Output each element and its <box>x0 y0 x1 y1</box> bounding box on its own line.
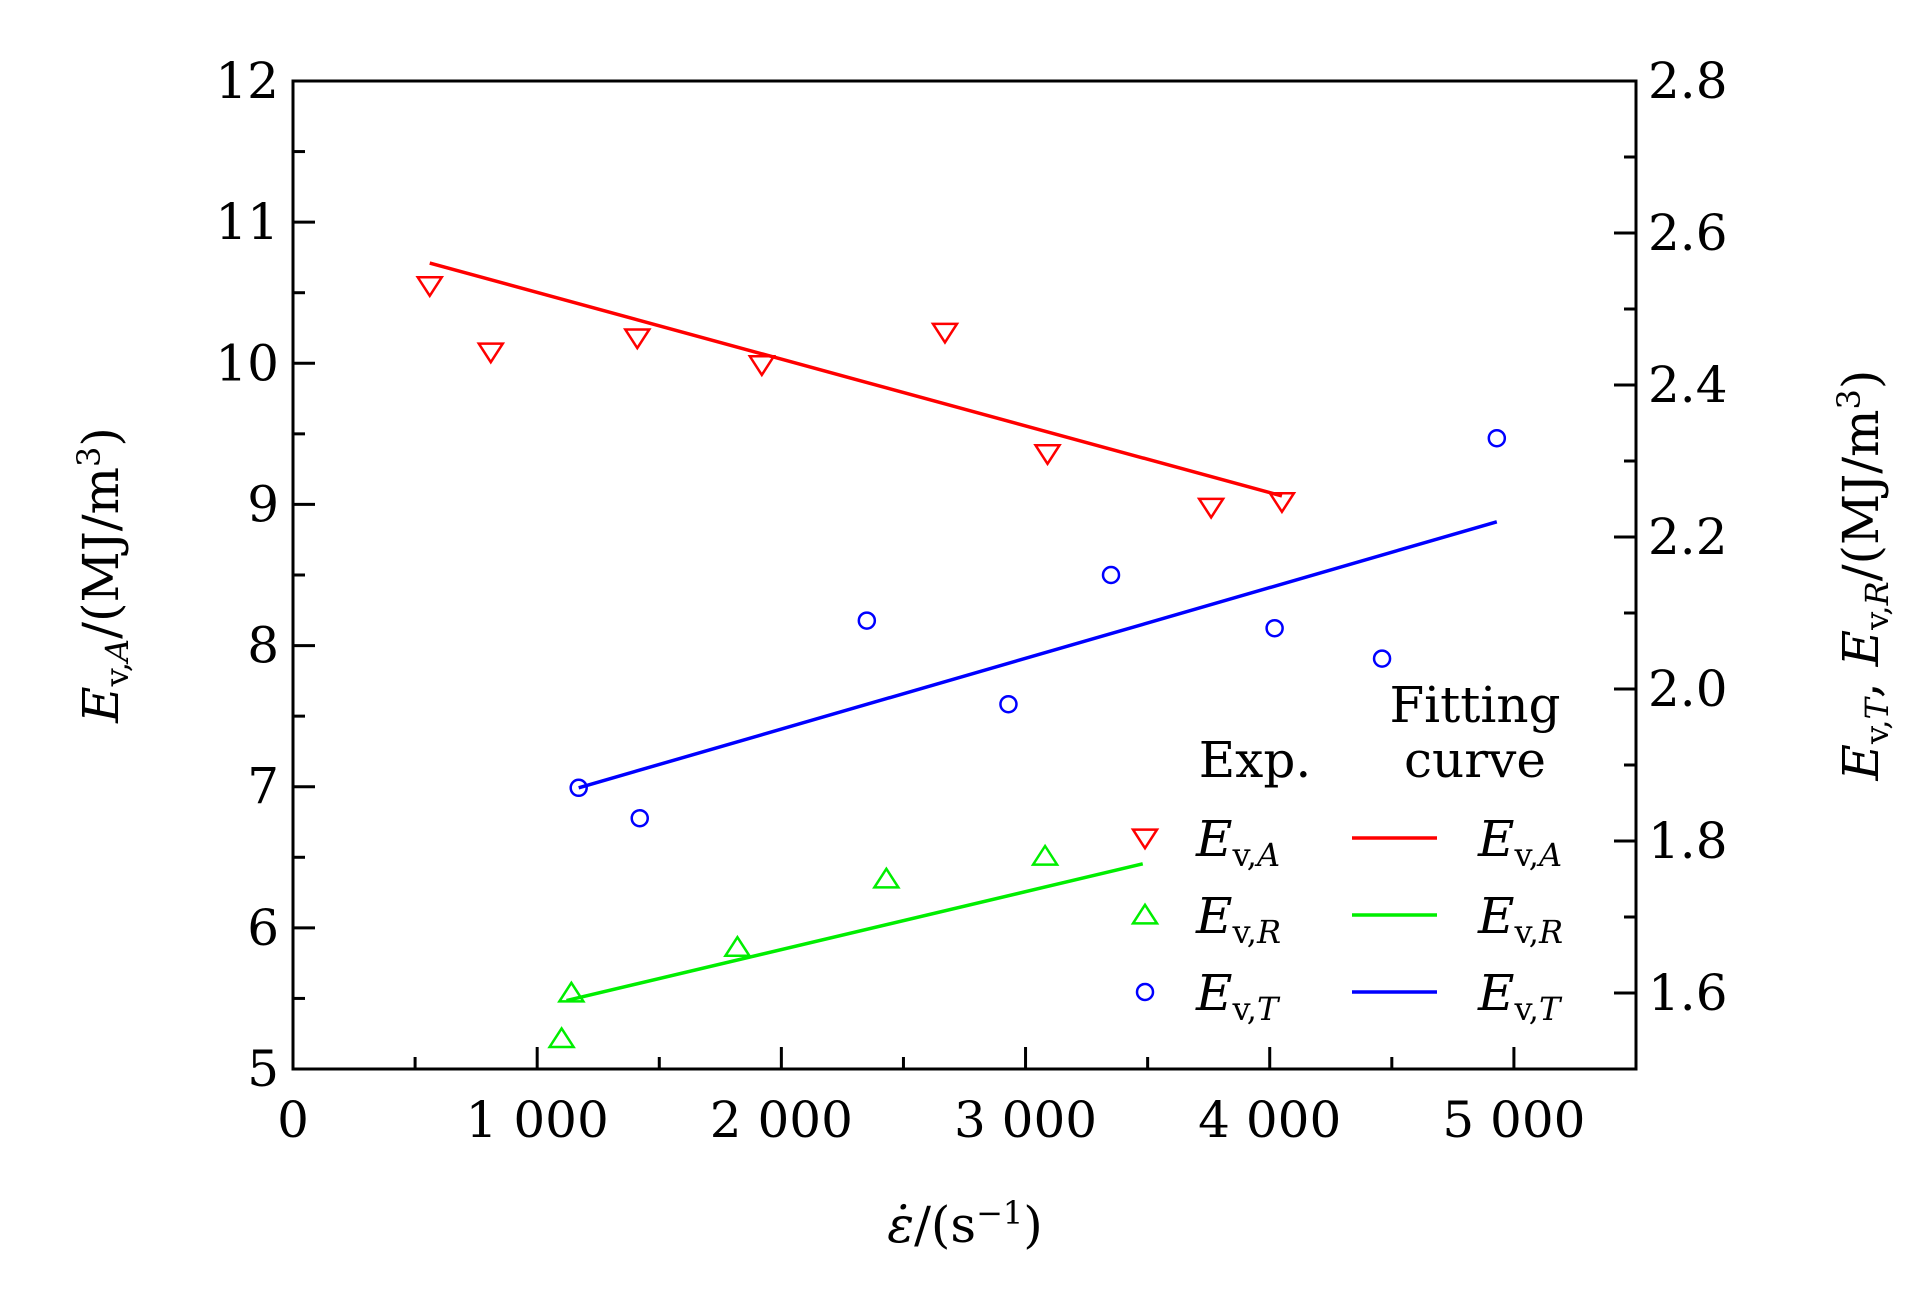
y-left-tick-label: 5 <box>247 1040 279 1098</box>
y-left-tick-label: 7 <box>247 758 279 816</box>
legend-header-fit-line1: Fitting <box>1389 676 1560 734</box>
legend-header-exp: Exp. <box>1199 731 1312 789</box>
y-right-axis-title: Ev,T, Ev,R/(MJ/m3) <box>1830 370 1896 782</box>
y-left-tick-label: 12 <box>215 52 279 110</box>
fit-line-T <box>578 520 1498 790</box>
legend-fit-label-T: Ev,T <box>1477 964 1563 1028</box>
y-left-axis-ticks: 5 6 7 8 9 10 11 12 <box>215 52 315 1098</box>
data-point-A <box>476 342 506 365</box>
y-right-sub2: v, <box>1858 605 1896 630</box>
data-point-T <box>1487 428 1507 448</box>
x-axis-unit-prefix: /(s <box>914 1196 976 1254</box>
y-right-sub1-it: T <box>1858 695 1896 719</box>
y-right-tick-label: 2.8 <box>1648 52 1728 110</box>
data-point-R <box>723 934 752 958</box>
y-right-sep: , <box>1832 666 1890 698</box>
y-left-tick-label: 10 <box>215 334 279 392</box>
y-right-tick-label: 1.8 <box>1648 812 1728 870</box>
y-right-sup: 3 <box>1830 389 1868 409</box>
y-left-sub: v, <box>98 662 136 687</box>
y-right-sub1: v, <box>1858 719 1896 744</box>
legend-marker-A <box>1130 828 1160 851</box>
x-axis-unit-sup: −1 <box>976 1194 1023 1232</box>
y-left-tick-label: 6 <box>247 899 279 957</box>
data-point-T <box>1372 649 1392 668</box>
legend-rows: Ev,A Ev,A Ev,R Ev,R Ev,T Ev,T <box>1130 810 1563 1028</box>
y-right-tick-label: 1.6 <box>1648 964 1728 1022</box>
x-axis-symbol: ε̇ <box>887 1196 914 1254</box>
x-tick-label: 4 000 <box>1198 1091 1341 1149</box>
fit-line-R <box>566 862 1144 1003</box>
x-tick-label: 3 000 <box>954 1091 1097 1149</box>
data-point-R <box>1030 843 1060 866</box>
data-point-T <box>999 694 1018 714</box>
y-right-sub2-it: R <box>1858 581 1896 606</box>
x-tick-label: 2 000 <box>710 1091 853 1149</box>
y-left-tick-label: 9 <box>247 475 279 533</box>
x-axis-unit-suffix: ) <box>1023 1196 1043 1254</box>
y-left-tick-label: 8 <box>247 617 279 675</box>
data-point-T <box>630 808 649 828</box>
data-point-A <box>1033 443 1062 467</box>
data-point-T <box>857 611 877 630</box>
data-point-R <box>872 866 901 889</box>
x-tick-label: 0 <box>277 1091 309 1149</box>
x-axis-title: ε̇/(s−1) <box>887 1194 1043 1254</box>
data-point-A <box>415 276 445 299</box>
data-point-A <box>1196 497 1226 520</box>
legend-exp-label-R: Ev,R <box>1195 887 1281 951</box>
y-left-sub-it: A <box>98 639 136 665</box>
y-right-tick-label: 2.0 <box>1648 660 1728 718</box>
data-point-T <box>1265 618 1284 638</box>
plot-frame <box>291 79 1638 1071</box>
data-points <box>415 276 1507 1049</box>
x-tick-label: 5 000 <box>1442 1091 1585 1149</box>
legend-header-fit-line2: curve <box>1404 731 1546 789</box>
y-left-unit: /(MJ/m <box>72 467 130 639</box>
y-right-close: ) <box>1832 370 1890 390</box>
y-right-E2: E <box>1832 630 1890 668</box>
fit-lines <box>429 261 1498 1003</box>
data-point-A <box>623 328 652 351</box>
y-left-E: E <box>72 686 130 724</box>
legend-fit-label-R: Ev,R <box>1477 887 1563 951</box>
data-point-R <box>547 1026 576 1049</box>
fit-line-A <box>429 261 1283 498</box>
legend: Exp. Fitting curve Ev,A Ev,AEv,R Ev,REv,T E… <box>1130 676 1563 1028</box>
legend-marker-R <box>1130 902 1160 925</box>
y-left-tick-label: 11 <box>215 193 279 251</box>
data-point-T <box>569 778 588 798</box>
y-right-axis-ticks: 1.6 1.8 2.0 2.2 2.4 2.6 2.8 <box>1614 52 1728 1071</box>
legend-exp-label-T: Ev,T <box>1195 964 1281 1028</box>
y-right-unit: /(MJ/m <box>1832 409 1890 581</box>
y-right-E1: E <box>1832 744 1890 782</box>
legend-exp-label-A: Ev,A <box>1195 810 1280 874</box>
x-axis-ticks: 0 1 000 2 000 3 000 4 000 5 000 <box>277 1047 1585 1149</box>
data-point-A <box>930 322 960 345</box>
y-left-axis-title: Ev,A/(MJ/m3) <box>70 427 136 724</box>
data-point-T <box>1101 565 1121 585</box>
y-right-tick-label: 2.6 <box>1648 204 1728 262</box>
y-right-tick-label: 2.2 <box>1648 508 1728 566</box>
data-point-A <box>747 355 777 378</box>
legend-marker-T <box>1135 982 1155 1002</box>
y-right-tick-label: 2.4 <box>1648 356 1728 414</box>
data-point-A <box>1267 491 1297 515</box>
legend-fit-label-A: Ev,A <box>1477 810 1562 874</box>
data-point-R <box>557 980 586 1003</box>
y-left-close: ) <box>72 427 130 447</box>
x-tick-label: 1 000 <box>466 1091 609 1149</box>
y-left-sup: 3 <box>70 447 108 467</box>
